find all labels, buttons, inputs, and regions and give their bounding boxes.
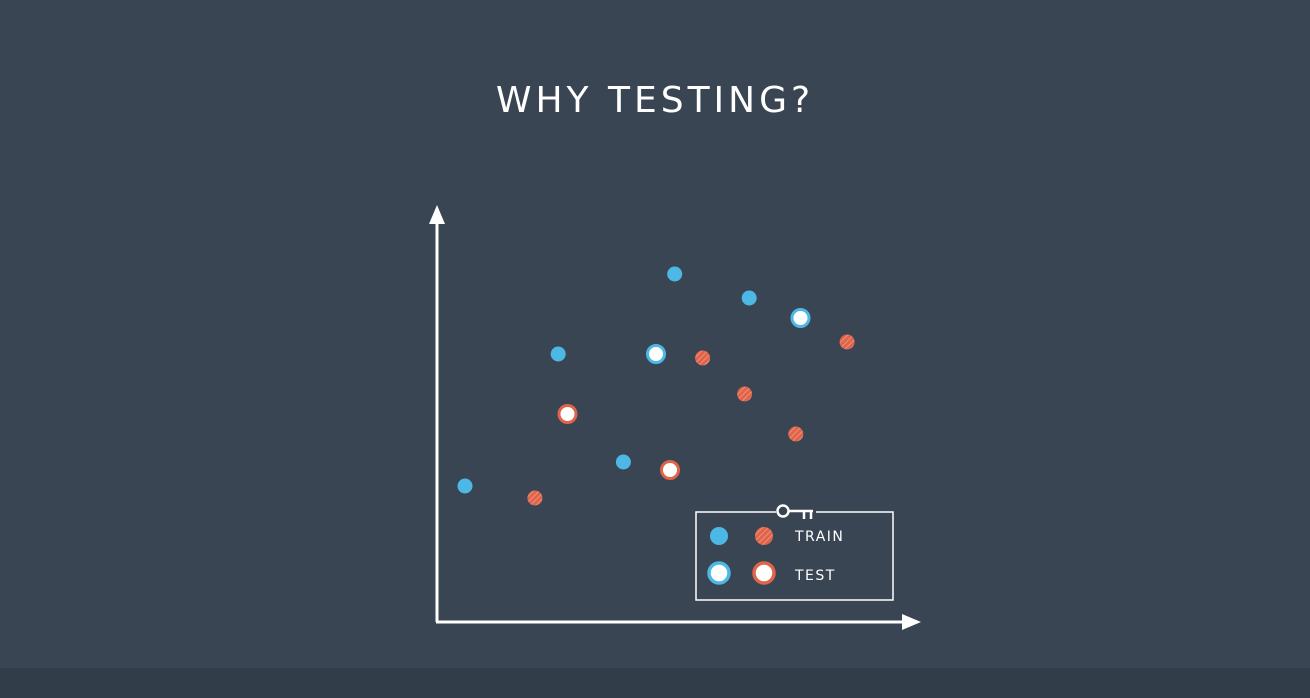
train-point-blue	[667, 266, 683, 282]
x-axis-arrow	[902, 614, 921, 630]
test-point-blue	[646, 344, 666, 364]
train-point-red	[695, 350, 711, 366]
test-point-blue	[790, 308, 811, 328]
legend: TRAIN TEST	[695, 504, 894, 601]
key-icon	[776, 504, 816, 519]
train-point-red	[788, 426, 804, 442]
legend-test-red-marker	[752, 561, 776, 585]
train-point-red	[527, 490, 543, 506]
legend-train-label: TRAIN	[794, 529, 844, 545]
test-point-red	[557, 404, 578, 424]
legend-train-red-marker	[755, 527, 773, 545]
data-points	[457, 266, 855, 506]
train-point-blue	[550, 346, 566, 362]
train-point-blue	[741, 290, 757, 306]
legend-box	[695, 511, 894, 601]
slide-title: WHY TESTING?	[495, 80, 815, 121]
legend-test-label: TEST	[794, 568, 836, 584]
legend-train-blue-marker	[710, 527, 728, 545]
train-point-blue	[457, 478, 473, 494]
test-point-red	[660, 460, 680, 480]
legend-test-blue-marker	[707, 561, 731, 585]
y-axis-arrow	[429, 205, 445, 224]
train-point-red	[839, 334, 855, 350]
train-point-blue	[615, 454, 631, 470]
bottom-band	[0, 668, 1310, 698]
train-point-red	[737, 386, 753, 402]
